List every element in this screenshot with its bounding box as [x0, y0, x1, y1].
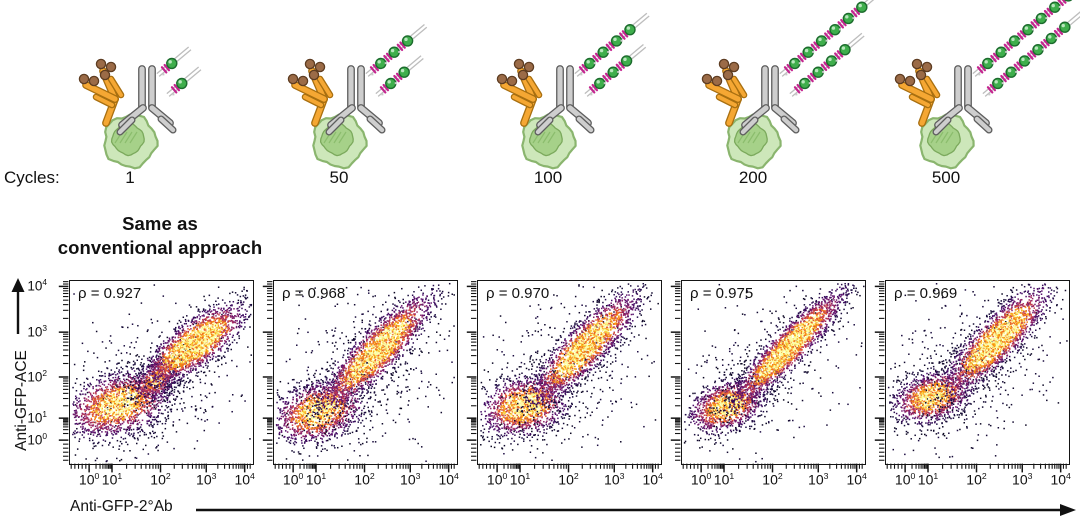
- tick-exponent: 0: [42, 431, 47, 442]
- x-tick-label: 100: [894, 471, 916, 488]
- x-axis-label: Anti-GFP-2°Ab: [70, 498, 173, 515]
- tick-exponent: 4: [1066, 471, 1071, 481]
- y-axis-arrow-icon: [11, 278, 25, 334]
- x-tick-label: 104: [642, 471, 663, 488]
- antibody-complex-diagram: [894, 0, 1080, 170]
- tick-exponent: 2: [981, 471, 987, 481]
- tick-exponent: 0: [298, 471, 304, 481]
- axis-ticks: [874, 281, 1067, 473]
- x-tick-label: 104: [234, 471, 255, 488]
- x-axis-arrow-icon: [196, 504, 1076, 516]
- x-tick-label: 100: [690, 471, 712, 488]
- tick-exponent: 2: [369, 471, 375, 481]
- tick-exponent: 1: [117, 471, 123, 481]
- y-tick-label: 104: [27, 277, 47, 294]
- tick-exponent: 4: [862, 471, 867, 481]
- x-tick-label: 100: [282, 471, 304, 488]
- scatter-density-plot: [477, 280, 662, 465]
- tick-exponent: 4: [454, 471, 459, 481]
- x-tick-label: 103: [400, 471, 421, 488]
- axis-ticks: [670, 281, 863, 473]
- x-tick-label: 102: [354, 471, 375, 488]
- x-tick-label: 103: [196, 471, 217, 488]
- plot-title-line2: conventional approach: [57, 237, 263, 258]
- antibody-complex-diagram: [496, 12, 650, 170]
- antibody-diagrams: [78, 0, 1080, 170]
- rho-annotation: ρ = 0.970: [486, 285, 550, 302]
- rho-annotation: ρ = 0.927: [78, 285, 142, 302]
- tick-exponent: 2: [573, 471, 579, 481]
- x-tick-label: 104: [1050, 471, 1071, 488]
- tick-exponent: 4: [658, 471, 663, 481]
- x-tick-label: 101: [509, 471, 531, 488]
- cycle-count: 500: [931, 168, 961, 187]
- tick-exponent: 0: [706, 471, 712, 481]
- x-tick-label: 103: [808, 471, 829, 488]
- cycle-count: 100: [533, 168, 563, 187]
- x-tick-label: 102: [966, 471, 987, 488]
- tick-exponent: 3: [211, 471, 217, 481]
- x-tick-label: 101: [713, 471, 735, 488]
- tick-exponent: 3: [619, 471, 625, 481]
- x-tick-label: 101: [101, 471, 123, 488]
- antibody-complex-diagram: [78, 46, 202, 170]
- y-tick-label: 100: [27, 431, 47, 448]
- scatter-density-plot: [885, 280, 1070, 465]
- scatter-density-plot: [69, 280, 254, 465]
- x-tick-label: 102: [762, 471, 783, 488]
- plot-title: Same as conventional approach: [20, 212, 300, 260]
- rho-annotation: ρ = 0.968: [282, 285, 346, 302]
- tick-exponent: 2: [777, 471, 783, 481]
- tick-exponent: 0: [94, 471, 100, 481]
- x-tick-label: 100: [486, 471, 508, 488]
- antibody-complex-diagram: [701, 0, 875, 170]
- axis-ticks: [466, 281, 659, 473]
- y-tick-label: 103: [27, 323, 47, 340]
- x-tick-label: 104: [846, 471, 867, 488]
- tick-exponent: 1: [933, 471, 939, 481]
- antibody-complex-diagram: [287, 23, 428, 170]
- x-tick-label: 102: [150, 471, 171, 488]
- x-tick-label: 104: [438, 471, 459, 488]
- axis-ticks: [262, 281, 455, 473]
- tick-exponent: 1: [525, 471, 531, 481]
- tick-exponent: 1: [321, 471, 327, 481]
- cycle-count: 200: [738, 168, 768, 187]
- scatter-density-plot: [681, 280, 866, 465]
- axis-ticks: [58, 281, 251, 473]
- tick-exponent: 3: [415, 471, 421, 481]
- x-tick-label: 103: [604, 471, 625, 488]
- rho-annotation: ρ = 0.975: [690, 285, 754, 302]
- tick-exponent: 1: [42, 409, 47, 420]
- tick-exponent: 3: [1027, 471, 1033, 481]
- tick-exponent: 4: [250, 471, 255, 481]
- tick-exponent: 2: [165, 471, 171, 481]
- tick-exponent: 1: [729, 471, 735, 481]
- rho-annotation: ρ = 0.969: [894, 285, 958, 302]
- plot-title-line1: Same as: [122, 213, 198, 234]
- cycle-count: 1: [125, 168, 135, 187]
- tick-exponent: 2: [42, 367, 47, 378]
- tick-exponent: 0: [502, 471, 508, 481]
- x-tick-label: 101: [305, 471, 327, 488]
- tick-exponent: 0: [910, 471, 916, 481]
- cycle-count: 50: [329, 168, 349, 187]
- y-tick-label: 102: [27, 367, 47, 385]
- x-tick-label: 102: [558, 471, 579, 488]
- x-tick-label: 101: [917, 471, 939, 488]
- tick-exponent: 3: [823, 471, 829, 481]
- x-tick-label: 103: [1012, 471, 1033, 488]
- tick-exponent: 3: [42, 323, 47, 334]
- scatter-density-plot: [273, 280, 458, 465]
- x-tick-label: 100: [78, 471, 100, 488]
- tick-exponent: 4: [42, 277, 47, 288]
- cycles-label: Cycles:: [4, 168, 60, 187]
- y-tick-label: 101: [27, 409, 47, 426]
